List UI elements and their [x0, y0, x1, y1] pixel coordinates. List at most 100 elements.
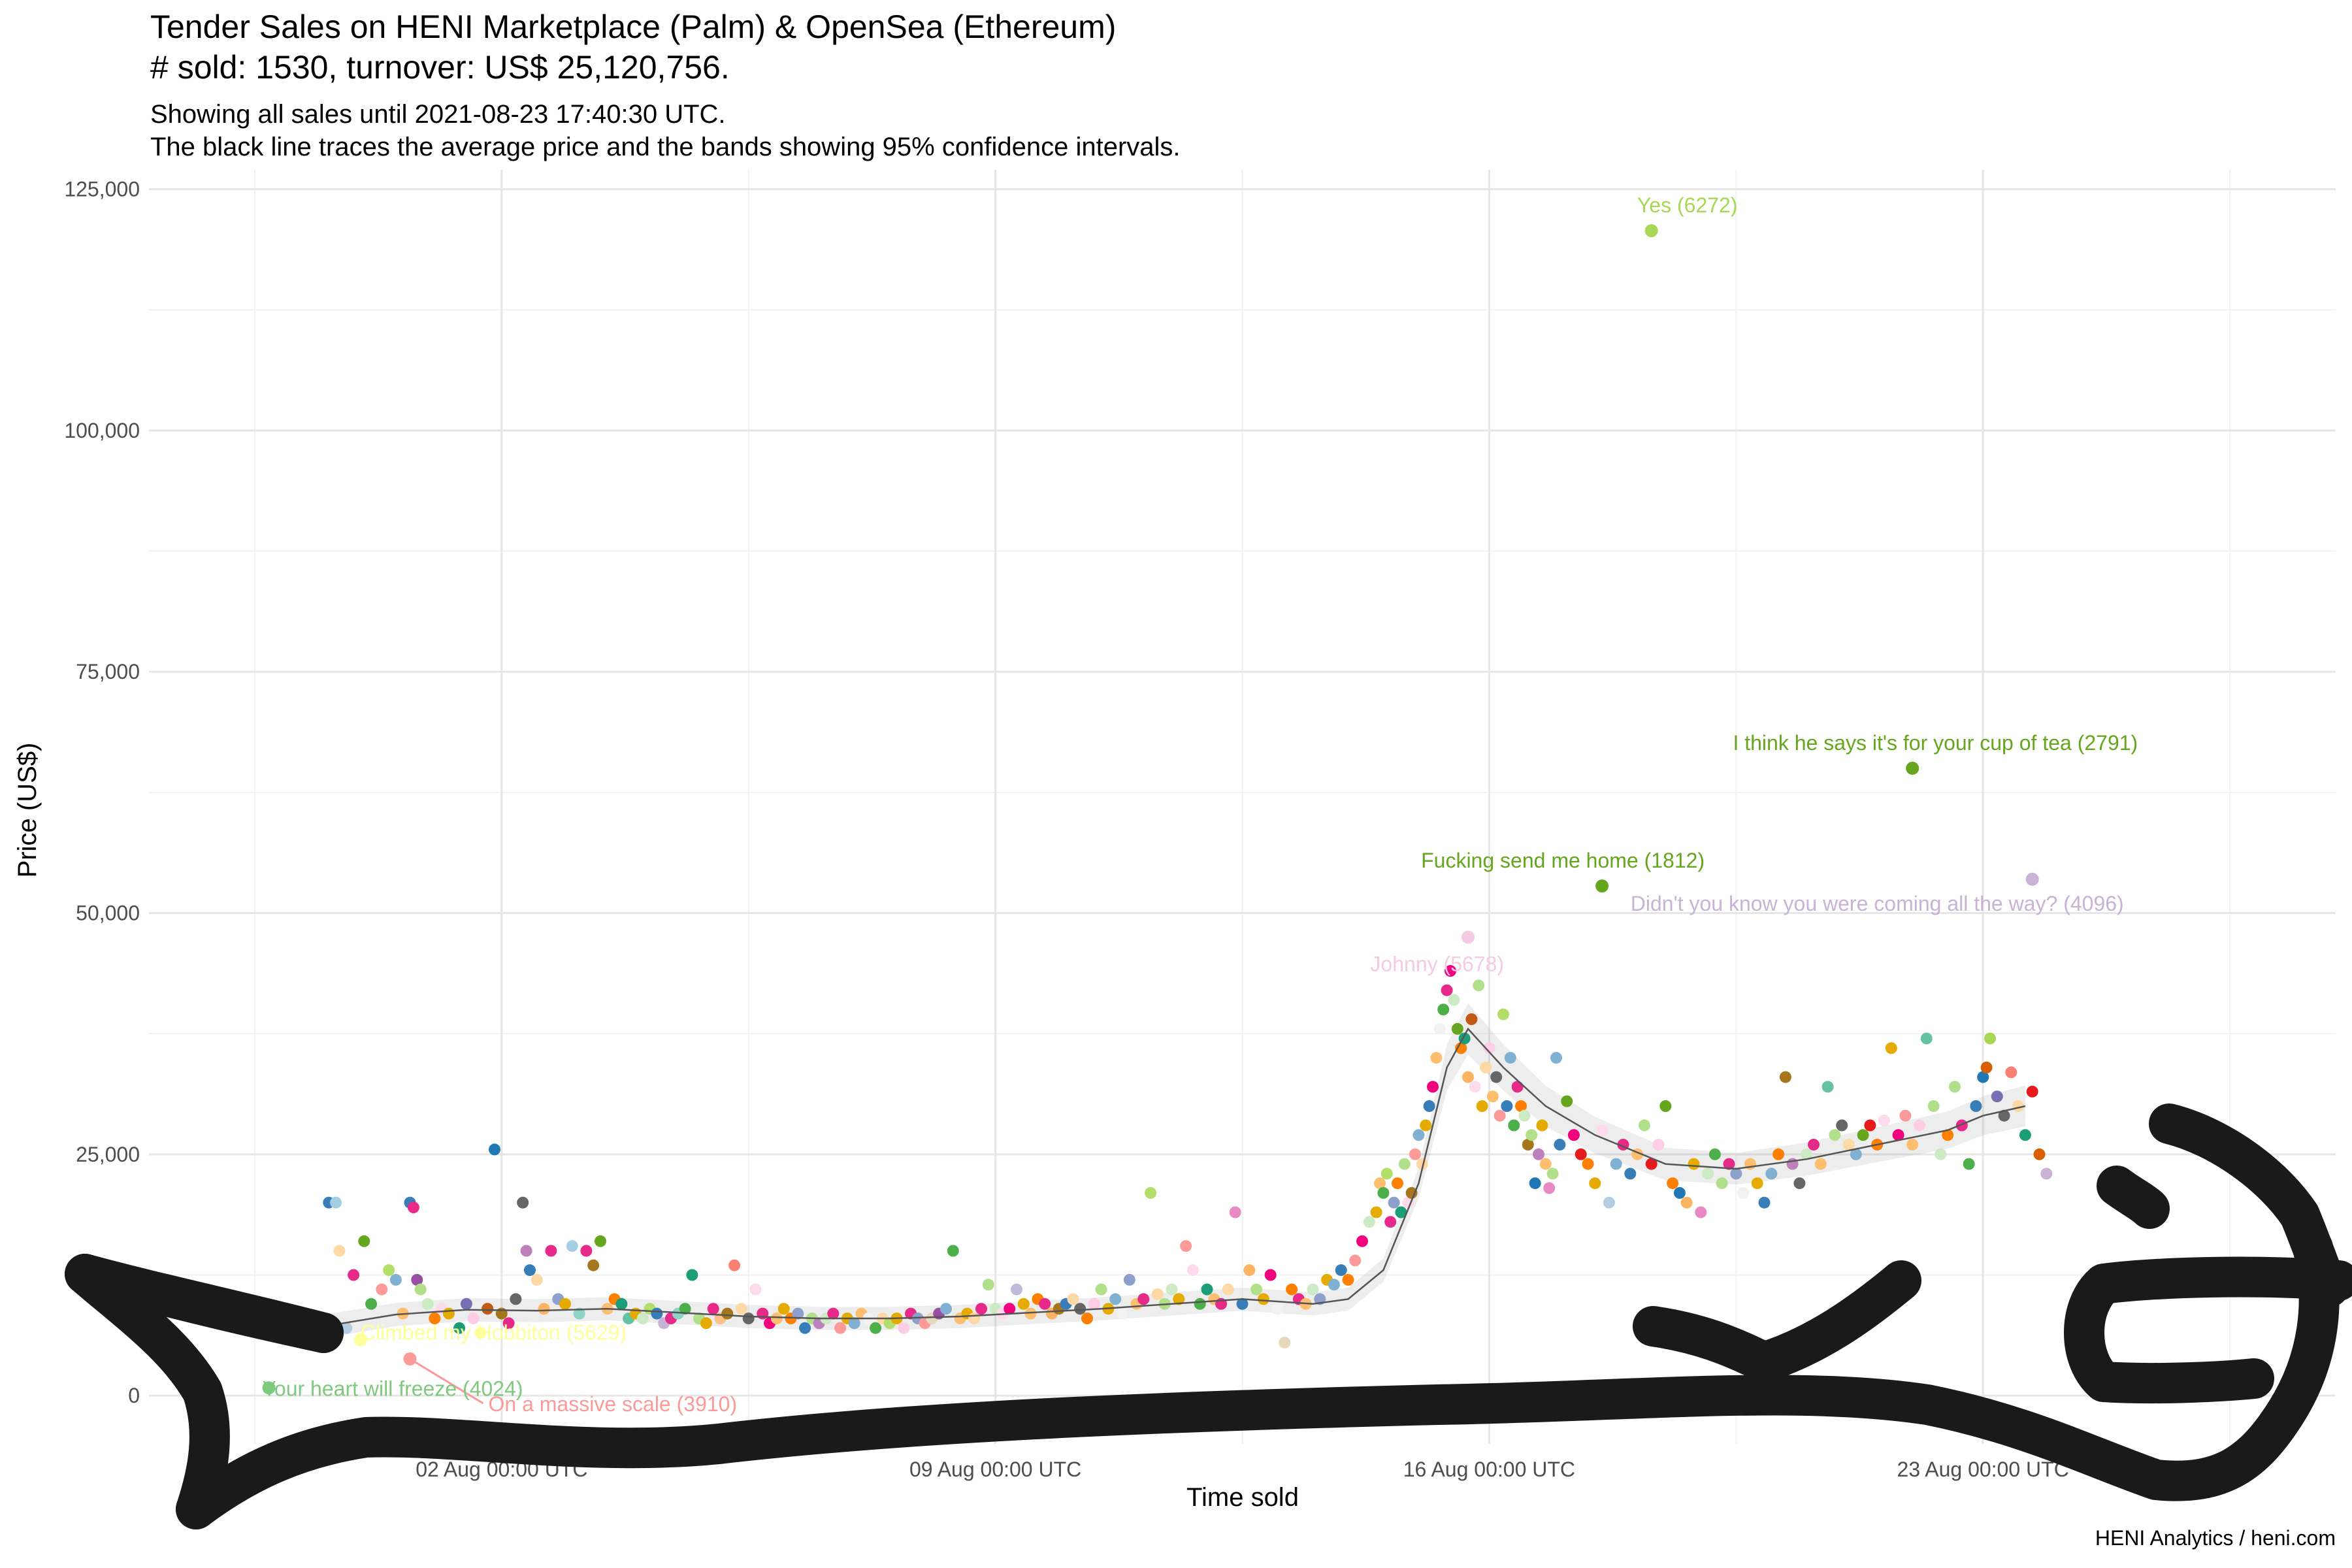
sale-point — [1398, 1158, 1411, 1170]
sale-point — [442, 1307, 455, 1320]
sale-point — [968, 1313, 981, 1324]
sale-point — [679, 1303, 691, 1315]
sale-point — [1708, 1148, 1721, 1160]
sale-point — [1469, 1081, 1481, 1093]
sale-point — [559, 1298, 571, 1310]
hand-drawn-scribble — [65, 1103, 2352, 1529]
sale-point — [1004, 1303, 1016, 1315]
sale-point — [1589, 1177, 1601, 1190]
sale-point — [1688, 1158, 1700, 1170]
sale-point — [1603, 1196, 1615, 1209]
sale-point — [1765, 1168, 1778, 1180]
sale-point — [1402, 1196, 1414, 1209]
sale-point — [1821, 1081, 1834, 1093]
sale-point — [792, 1307, 804, 1320]
sale-point — [1878, 1115, 1890, 1127]
sale-point — [1991, 1090, 2003, 1103]
sale-point — [1793, 1177, 1806, 1190]
scribble-stroke-top — [65, 1254, 344, 1353]
sale-point — [1857, 1129, 1869, 1141]
sale-point — [1395, 1206, 1407, 1218]
sale-point — [1145, 1186, 1157, 1199]
sale-point — [573, 1307, 585, 1320]
sale-point — [1575, 1148, 1587, 1160]
sale-point — [1455, 1042, 1467, 1054]
sale-point — [1433, 1022, 1446, 1035]
sale-point — [1095, 1283, 1107, 1296]
sale-point — [1486, 1090, 1499, 1103]
sale-point — [1448, 994, 1460, 1006]
sale-point — [389, 1273, 402, 1286]
sale-point — [330, 1196, 342, 1209]
sale-point — [1427, 1081, 1439, 1093]
sale-point — [1117, 1307, 1128, 1320]
sale-point — [502, 1317, 515, 1330]
sale-point — [1380, 1168, 1393, 1180]
sale-point — [799, 1322, 811, 1334]
sale-point — [1529, 1177, 1541, 1190]
sale-point — [1363, 1216, 1375, 1228]
sale-point — [1039, 1298, 1051, 1310]
scribble-stroke-mouth — [1633, 1260, 1921, 1382]
sale-point — [595, 1235, 606, 1247]
confidence-band — [325, 1003, 2025, 1338]
sale-point — [1307, 1283, 1319, 1296]
sale-point — [1843, 1139, 1855, 1151]
sale-point — [1984, 1032, 1996, 1045]
sale-point — [1328, 1279, 1340, 1291]
sale-point — [615, 1298, 628, 1310]
annotation-label: Johnny (5678) — [1370, 952, 1504, 975]
sale-point — [707, 1303, 719, 1315]
sale-point — [1409, 1148, 1421, 1160]
sale-point — [421, 1298, 434, 1310]
sale-point — [1751, 1177, 1763, 1190]
sale-point — [1836, 1119, 1848, 1132]
annotated-point — [2025, 872, 2039, 886]
sale-point — [1445, 965, 1456, 977]
chart-title: Tender Sales on HENI Marketplace (Palm) … — [150, 8, 1116, 45]
sale-point — [1539, 1158, 1552, 1170]
sale-point — [1667, 1177, 1679, 1190]
sale-point — [1596, 1124, 1609, 1136]
sale-point — [1342, 1273, 1354, 1286]
sale-point — [1864, 1119, 1876, 1132]
annotation-label: Climbed my Hobbiton (5629) — [361, 1321, 627, 1345]
sale-point — [1286, 1283, 1298, 1296]
annotation-label: I think he says it's for your cup of tea… — [1733, 731, 2138, 755]
chart-subtitle-line2: The black line traces the average price … — [150, 133, 1181, 161]
sale-point — [1501, 1100, 1513, 1112]
sale-point — [1970, 1100, 1982, 1112]
sale-point — [460, 1298, 472, 1310]
annotation-leader — [409, 1358, 484, 1405]
sale-point — [940, 1303, 952, 1315]
sale-point — [429, 1313, 441, 1324]
y-tick-label: 50,000 — [76, 902, 140, 925]
sale-point — [1451, 1022, 1463, 1035]
sale-point — [848, 1317, 860, 1330]
sale-point — [1533, 1148, 1544, 1160]
sale-point — [1349, 1254, 1362, 1267]
sale-point — [1088, 1298, 1100, 1310]
sale-point — [834, 1322, 847, 1334]
sale-point — [2026, 1085, 2038, 1098]
sale-point — [376, 1283, 388, 1296]
sale-point — [1511, 1081, 1524, 1093]
sale-point — [1899, 1109, 1912, 1122]
y-tick-label: 0 — [128, 1384, 140, 1407]
sale-point — [1758, 1196, 1771, 1209]
sale-point — [728, 1259, 741, 1271]
sale-point — [1980, 1061, 1993, 1073]
sale-point — [580, 1245, 593, 1257]
sale-point — [1949, 1081, 1961, 1093]
sale-point — [1504, 1052, 1516, 1064]
sale-point — [1356, 1235, 1368, 1247]
sale-point — [1011, 1283, 1022, 1296]
sale-point — [1515, 1100, 1527, 1112]
sale-point — [1264, 1269, 1277, 1281]
sale-point — [365, 1298, 378, 1310]
sale-point — [1536, 1119, 1548, 1132]
scribble-stroke-eye — [2097, 1166, 2170, 1229]
sale-point — [407, 1201, 419, 1214]
sale-point — [1567, 1129, 1580, 1141]
sale-point — [1413, 1129, 1425, 1141]
